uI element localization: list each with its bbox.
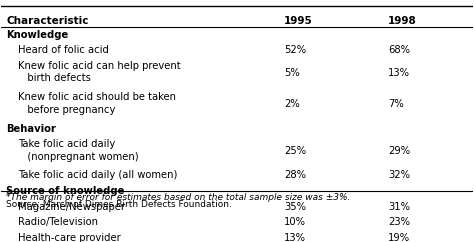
Text: 13%: 13% [284, 233, 306, 242]
Text: 13%: 13% [388, 68, 410, 78]
Text: 7%: 7% [388, 99, 403, 109]
Text: 28%: 28% [284, 170, 306, 181]
Text: Magazine/Newspaper: Magazine/Newspaper [18, 202, 125, 212]
Text: 2%: 2% [284, 99, 300, 109]
Text: Source of knowledge: Source of knowledge [6, 186, 125, 196]
Text: Heard of folic acid: Heard of folic acid [18, 45, 109, 55]
Text: Health-care provider: Health-care provider [18, 233, 120, 242]
Text: 1998: 1998 [388, 15, 417, 26]
Text: 19%: 19% [388, 233, 410, 242]
Text: 52%: 52% [284, 45, 306, 55]
Text: 10%: 10% [284, 217, 306, 227]
Text: Take folic acid daily
   (nonpregnant women): Take folic acid daily (nonpregnant women… [18, 139, 138, 162]
Text: Knew folic acid can help prevent
   birth defects: Knew folic acid can help prevent birth d… [18, 61, 181, 83]
Text: 35%: 35% [284, 202, 306, 212]
Text: 23%: 23% [388, 217, 410, 227]
Text: 31%: 31% [388, 202, 410, 212]
Text: Behavior: Behavior [6, 124, 56, 134]
Text: 1995: 1995 [284, 15, 313, 26]
Text: *The margin of error for estimates based on the total sample size was ±3%.: *The margin of error for estimates based… [6, 193, 350, 202]
Text: Take folic acid daily (all women): Take folic acid daily (all women) [18, 170, 177, 181]
Text: 25%: 25% [284, 146, 306, 156]
Text: Source: March of Dimes Birth Defects Foundation.: Source: March of Dimes Birth Defects Fou… [6, 200, 232, 209]
Text: Knowledge: Knowledge [6, 30, 68, 40]
Text: 68%: 68% [388, 45, 410, 55]
Text: 5%: 5% [284, 68, 300, 78]
Text: 32%: 32% [388, 170, 410, 181]
Text: Characteristic: Characteristic [6, 15, 89, 26]
Text: Radio/Television: Radio/Television [18, 217, 98, 227]
Text: Knew folic acid should be taken
   before pregnancy: Knew folic acid should be taken before p… [18, 92, 176, 115]
Text: 29%: 29% [388, 146, 410, 156]
